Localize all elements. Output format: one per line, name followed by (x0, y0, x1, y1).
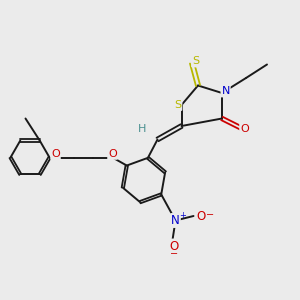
Text: S: S (174, 100, 182, 110)
Text: −: − (170, 249, 178, 260)
Text: +: + (179, 211, 185, 220)
Text: −: − (206, 209, 214, 220)
Text: O: O (169, 239, 178, 253)
Text: O: O (51, 149, 60, 159)
Text: N: N (221, 86, 230, 97)
Text: O: O (108, 149, 117, 159)
Text: O: O (240, 124, 249, 134)
Text: O: O (196, 209, 206, 223)
Text: N: N (171, 214, 180, 227)
Text: H: H (138, 124, 147, 134)
Text: S: S (192, 56, 199, 67)
